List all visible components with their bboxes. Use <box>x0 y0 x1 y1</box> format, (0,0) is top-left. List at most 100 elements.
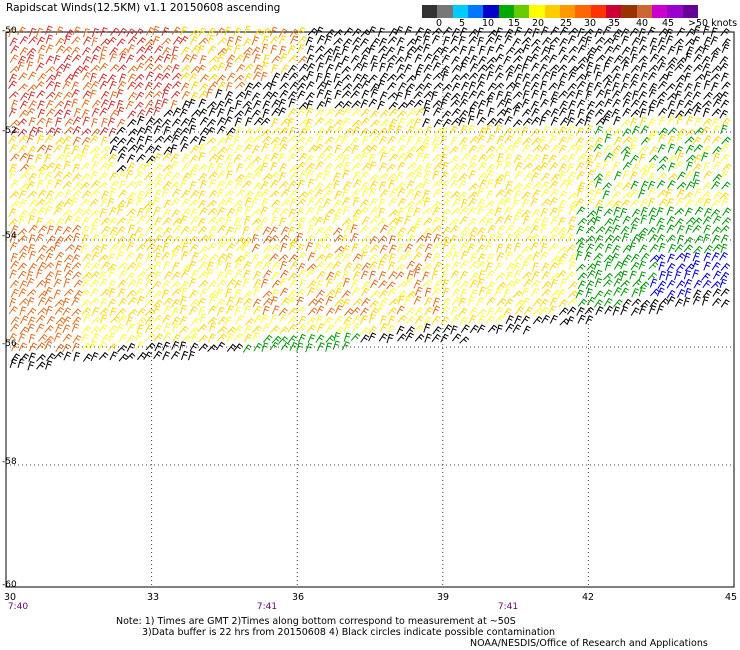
wind-barb <box>683 191 694 200</box>
wind-barb <box>152 25 160 36</box>
wind-barb <box>576 242 585 252</box>
wind-barb <box>170 160 179 170</box>
wind-barb <box>72 316 82 325</box>
wind-barb <box>323 198 332 208</box>
wind-barb <box>9 269 17 279</box>
wind-barb <box>171 271 181 280</box>
wind-barb <box>28 250 36 261</box>
wind-barb <box>701 151 709 162</box>
wind-barb <box>629 199 640 208</box>
wind-barb <box>244 63 254 72</box>
wind-barb <box>432 326 442 335</box>
wind-barb <box>324 136 335 145</box>
wind-barb <box>647 118 656 128</box>
wind-barb <box>586 169 595 179</box>
wind-barb <box>504 91 512 101</box>
wind-barb <box>100 313 108 324</box>
legend-swatch <box>575 5 591 18</box>
wind-barb <box>613 181 624 190</box>
wind-barb <box>370 55 378 65</box>
wind-barb <box>504 135 514 144</box>
wind-barb <box>154 189 162 199</box>
wind-barb <box>334 326 345 335</box>
wind-barb <box>154 271 162 281</box>
wind-barb <box>593 173 604 181</box>
wind-barb <box>360 334 370 343</box>
wind-barb <box>539 298 549 308</box>
wind-barb <box>710 47 721 55</box>
wind-barb <box>297 269 307 278</box>
wind-barb <box>613 299 623 308</box>
wind-barb <box>118 353 129 362</box>
wind-barb <box>530 241 539 251</box>
wind-barb <box>459 125 468 135</box>
wind-barb <box>245 117 253 127</box>
wind-barb <box>531 38 541 47</box>
wind-barb <box>397 243 405 253</box>
wind-barb <box>674 63 684 71</box>
wind-barb <box>116 199 127 208</box>
wind-barb <box>719 278 727 289</box>
wind-barb <box>703 224 712 234</box>
wind-barb <box>64 118 74 127</box>
wind-barb <box>459 233 467 243</box>
wind-barb <box>550 26 560 35</box>
wind-barb <box>172 225 183 233</box>
wind-barb <box>63 91 73 100</box>
wind-barb <box>62 180 73 189</box>
wind-barb <box>379 315 387 325</box>
wind-barb <box>18 109 29 118</box>
wind-barb <box>217 62 226 72</box>
wind-barb <box>233 154 243 163</box>
wind-barb <box>146 242 156 251</box>
wind-barb <box>53 170 63 180</box>
wind-barb <box>45 65 56 74</box>
wind-barb <box>119 47 129 56</box>
wind-barb <box>90 352 99 362</box>
wind-barb <box>217 81 227 91</box>
wind-barb <box>395 25 404 36</box>
wind-barb <box>657 80 668 90</box>
legend-swatch <box>483 5 499 18</box>
wind-barb <box>676 128 687 137</box>
wind-barb <box>406 74 416 83</box>
wind-barb <box>352 270 361 280</box>
wind-barb <box>153 244 163 253</box>
wind-barb <box>197 226 208 235</box>
wind-barb <box>396 64 405 74</box>
wind-barb <box>206 268 214 279</box>
wind-barb <box>90 326 100 334</box>
wind-barb <box>631 37 641 46</box>
wind-barb <box>233 332 243 341</box>
wind-barb <box>477 153 487 163</box>
wind-barb <box>531 270 540 280</box>
wind-barb <box>153 290 163 299</box>
wind-barb <box>153 206 161 216</box>
wind-barb <box>422 227 432 236</box>
wind-barb <box>368 98 378 107</box>
wind-barb <box>685 216 696 225</box>
wind-barb <box>55 260 63 270</box>
wind-barb <box>397 197 407 207</box>
wind-barb <box>262 226 272 236</box>
wind-barb <box>568 200 579 209</box>
wind-barb <box>657 172 668 181</box>
wind-barb <box>539 162 549 171</box>
wind-barb <box>467 115 475 125</box>
wind-barb <box>323 145 333 154</box>
wind-barb <box>378 280 388 289</box>
wind-barb <box>224 252 234 262</box>
wind-barb <box>235 206 243 216</box>
wind-barb <box>712 152 721 163</box>
wind-barb <box>188 260 197 270</box>
wind-barb <box>676 263 686 272</box>
wind-barb <box>423 106 431 116</box>
wind-barb <box>632 279 642 288</box>
wind-barb <box>405 171 416 180</box>
wind-barb <box>658 261 666 271</box>
wind-barb <box>639 116 647 127</box>
wind-barb <box>216 162 224 173</box>
wind-barb <box>521 143 531 153</box>
wind-barb <box>467 296 475 306</box>
wind-barb <box>540 26 549 36</box>
